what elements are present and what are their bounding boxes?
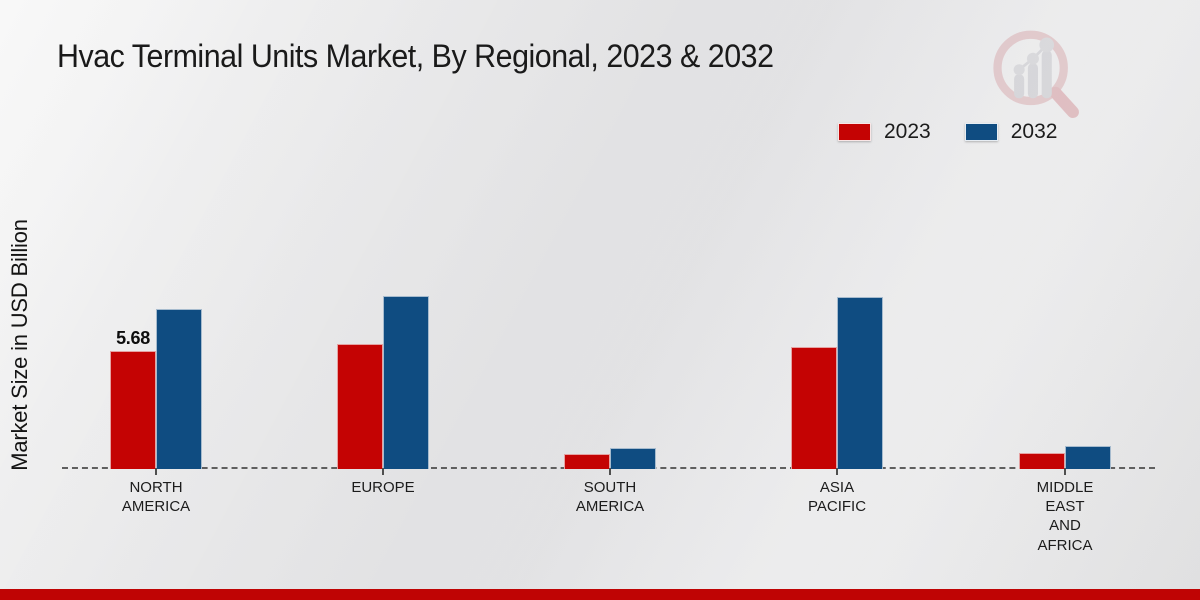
bar-2032-europe: [383, 296, 429, 469]
x-axis-tick-asia-pacific: [836, 468, 838, 475]
x-axis-tick-middle-east-and-africa: [1064, 468, 1066, 475]
category-label-asia-pacific: ASIA PACIFIC: [807, 479, 867, 516]
bar-2032-middle-east-and-africa: [1065, 446, 1111, 469]
bar-2023-south-america: [564, 454, 610, 469]
category-label-europe: EUROPE: [351, 479, 415, 496]
legend: 2023 2032: [838, 120, 1057, 144]
chart-title: Hvac Terminal Units Market, By Regional,…: [57, 38, 774, 74]
bar-2032-asia-pacific: [837, 297, 883, 469]
x-axis-tick-north-america: [155, 468, 157, 475]
legend-swatch-2032: [964, 123, 998, 141]
bar-value-label-2023-north-america: 5.68: [116, 328, 150, 348]
legend-label-2023: 2023: [884, 120, 931, 143]
footer-red-stripe: [0, 589, 1200, 600]
market-research-future-watermark-icon: [993, 30, 1079, 119]
y-axis-label: Market Size in USD Billion: [7, 219, 32, 471]
bar-2032-north-america: [156, 309, 202, 469]
category-label-middle-east-and-africa: MIDDLE EAST AND AFRICA: [1036, 479, 1094, 554]
x-axis-tick-europe: [382, 468, 384, 475]
bar-2023-north-america: [110, 351, 156, 469]
bar-2023-middle-east-and-africa: [1019, 453, 1065, 469]
bar-2032-south-america: [610, 448, 656, 469]
category-label-south-america: SOUTH AMERICA: [575, 479, 645, 516]
legend-item-2023: 2023: [838, 120, 931, 144]
category-label-north-america: NORTH AMERICA: [121, 479, 191, 516]
bar-2023-asia-pacific: [791, 347, 837, 469]
x-axis-tick-south-america: [609, 468, 611, 475]
bar-2023-europe: [337, 344, 383, 469]
legend-swatch-2023: [838, 123, 871, 141]
legend-item-2032: 2032: [964, 120, 1058, 144]
legend-label-2032: 2032: [1010, 120, 1058, 143]
